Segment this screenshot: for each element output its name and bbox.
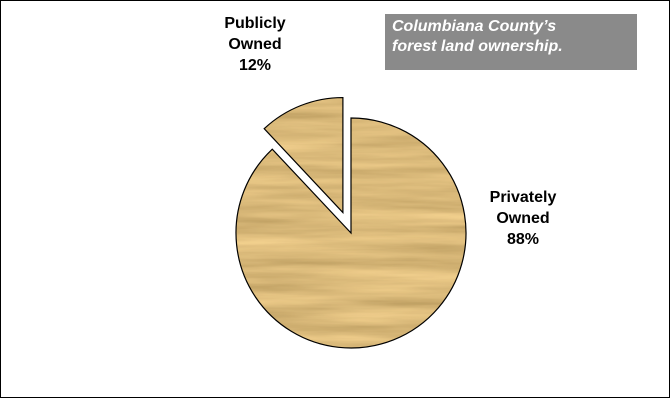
slice-label-publicly-owned-line-1: Publicly xyxy=(224,15,286,32)
chart-title-line-1: Columbiana County’s xyxy=(392,18,557,35)
chart-title-line-2: forest land ownership. xyxy=(392,38,563,55)
slice-label-privately-owned: Privately Owned 88% xyxy=(473,187,573,250)
pie-slice-publicly-owned-texture xyxy=(264,97,343,213)
slice-value-privately-owned: 88% xyxy=(506,231,540,248)
slice-value-publicly-owned: 12% xyxy=(238,57,272,74)
slice-label-privately-owned-line-2: Owned xyxy=(496,210,550,227)
slice-label-publicly-owned: Publicly Owned 12% xyxy=(205,13,305,76)
pie-slices xyxy=(235,96,467,349)
slice-label-privately-owned-line-1: Privately xyxy=(489,189,557,206)
pie-slice-publicly-owned-outline xyxy=(263,96,344,215)
pie-slice-privately-owned-outline xyxy=(235,117,467,349)
slice-label-publicly-owned-line-2: Owned xyxy=(228,36,282,53)
chart-title: Columbiana County’s forest land ownershi… xyxy=(385,14,637,70)
